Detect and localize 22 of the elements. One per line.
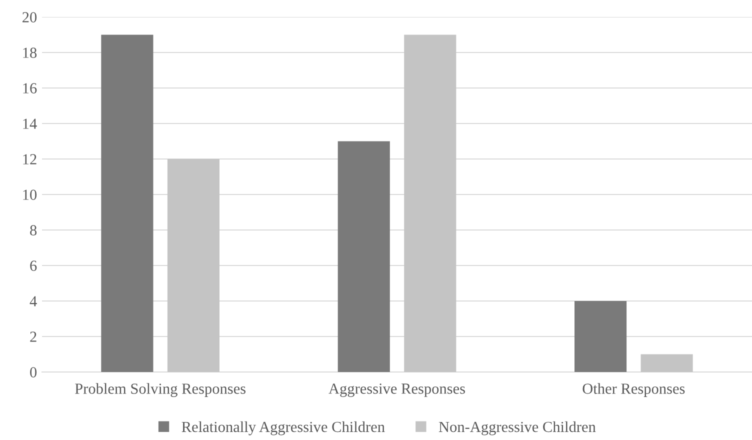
y-tick-label: 8 <box>30 225 37 236</box>
y-tick-label: 16 <box>23 83 37 94</box>
y-tick-label: 18 <box>23 48 37 58</box>
y-tick-label: 12 <box>23 154 36 164</box>
x-tick-label: Other Responses <box>582 383 685 397</box>
y-tick-label: 6 <box>30 260 37 271</box>
bar <box>167 159 220 372</box>
y-tick-label: 10 <box>23 190 37 200</box>
legend-label: Non-Aggressive Children <box>438 421 596 436</box>
y-tick-label: 4 <box>30 296 37 306</box>
x-tick-label: Aggressive Responses <box>328 384 465 397</box>
bar <box>338 141 390 372</box>
bar <box>640 354 693 372</box>
bar <box>101 34 154 372</box>
bar <box>574 301 627 372</box>
x-tick-label: Problem Solving Responses <box>75 383 246 398</box>
y-tick-label: 2 <box>30 332 36 342</box>
y-tick-label: 14 <box>23 118 37 129</box>
y-tick-label: 20 <box>22 12 37 22</box>
bar <box>404 34 456 372</box>
legend-label: Relationally Aggressive Children <box>182 421 385 436</box>
y-tick-label: 0 <box>30 367 37 378</box>
